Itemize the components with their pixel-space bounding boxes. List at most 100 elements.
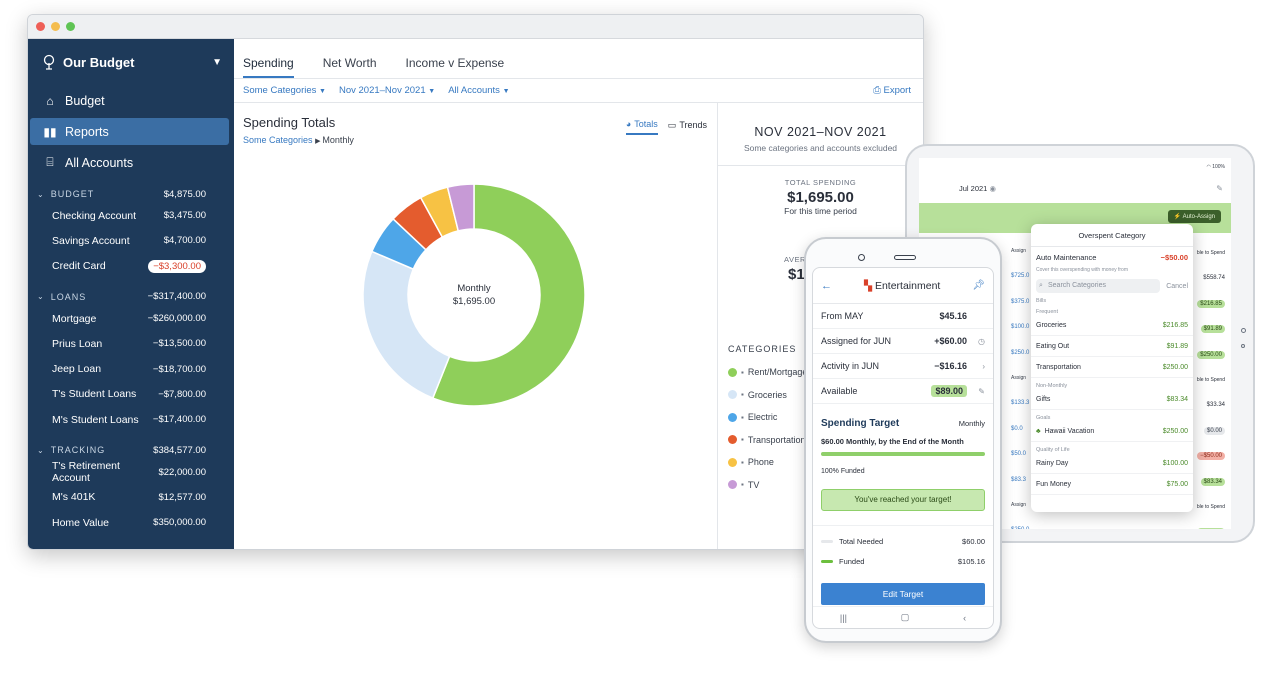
toggle-totals[interactable]: ◕ Totals (625, 119, 658, 135)
accounts-filter[interactable]: All Accounts ▼ (448, 85, 509, 96)
available-cell[interactable]: $250.00 (1197, 350, 1225, 359)
account-row[interactable]: Savings Account $4,700.00 (28, 228, 234, 253)
account-row[interactable]: Checking Account $3,475.00 (28, 203, 234, 228)
account-row[interactable]: T's Retirement Account $22,000.00 (28, 459, 234, 484)
close-window-button[interactable] (36, 22, 45, 31)
cover-category-row[interactable]: ♣ Hawaii Vacation $250.00 (1031, 421, 1193, 442)
cover-category-row[interactable]: Rainy Day $100.00 (1031, 453, 1193, 474)
assigned-cell[interactable]: $133.3 (1011, 400, 1030, 407)
budget-detail-row[interactable]: Available $89.00 ✎ (813, 379, 993, 404)
donut-slice-rent-mortgage[interactable] (431, 183, 586, 407)
nav-budget[interactable]: ⌂ Budget (30, 87, 229, 114)
donut-center-label: Monthly (457, 283, 491, 294)
crumb-some-categories[interactable]: Some Categories (243, 135, 313, 145)
assigned-cell[interactable]: $50.0 (1011, 451, 1027, 458)
account-row[interactable]: Mortgage −$260,000.00 (28, 306, 234, 331)
available-cell[interactable]: $216.85 (1197, 299, 1225, 308)
cover-category-row[interactable]: Eating Out $91.89 (1031, 336, 1193, 357)
edit-icon[interactable]: ✎ (1216, 184, 1223, 193)
budget-detail-row[interactable]: Assigned for JUN +$60.00 ◷ (813, 329, 993, 354)
tab-spending[interactable]: Spending (243, 56, 294, 78)
category-legend-item[interactable]: ▪ TV (728, 480, 759, 490)
edit-icon[interactable]: ✎ (978, 386, 985, 396)
category-legend-item[interactable]: ▪ Transportation (728, 435, 806, 445)
nav-all-accounts[interactable]: ⌸ All Accounts (30, 149, 229, 176)
account-row[interactable]: M's 401K $12,577.00 (28, 485, 234, 510)
cover-category-row[interactable]: Gifts $83.34 (1031, 389, 1193, 410)
account-group-tracking[interactable]: ⌄ TRACKING $384,577.00 (28, 441, 234, 459)
pin-icon[interactable]: 📌︎ (972, 280, 985, 291)
available-cell: $558.74 (1203, 275, 1225, 281)
available-cell[interactable]: $91.89 (1200, 325, 1225, 334)
account-row[interactable]: M's Student Loans −$17,400.00 (28, 407, 234, 432)
available-cell: ble to Spend (1197, 504, 1225, 510)
cover-category-row[interactable]: Fun Money $75.00 (1031, 474, 1193, 495)
assigned-cell[interactable]: $0.0 (1011, 425, 1023, 432)
toggle-trends[interactable]: ▭ Trends (668, 119, 707, 135)
auto-assign-button[interactable]: ⚡ Auto-Assign (1167, 210, 1221, 223)
assigned-cell[interactable]: $250.0 (1011, 527, 1029, 529)
cancel-button[interactable]: Cancel (1166, 282, 1188, 290)
auto-assign-label: Auto-Assign (1182, 214, 1215, 220)
account-row[interactable]: Credit Card −$3,300.00 (28, 254, 234, 279)
camera (858, 254, 865, 261)
categories-filter[interactable]: Some Categories ▼ (243, 85, 326, 96)
back-icon[interactable]: ‹ (963, 612, 967, 623)
search-input[interactable]: Search Categories ⌕ (1036, 279, 1161, 293)
account-row[interactable]: Home Value $350,000.00 (28, 510, 234, 535)
assigned-cell[interactable]: $725.0 (1011, 273, 1030, 280)
available-cell[interactable]: −$50.00 (1197, 452, 1225, 461)
available-cell[interactable]: $83.34 (1200, 477, 1225, 486)
tablet-button (1241, 328, 1246, 333)
tablet-month[interactable]: Jul 2021 ◉ (959, 184, 996, 193)
account-group-loans[interactable]: ⌄ LOANS −$317,400.00 (28, 288, 234, 306)
group-total: $4,875.00 (163, 188, 206, 200)
category-legend-item[interactable]: ▪ Groceries (728, 390, 787, 400)
account-group-budget[interactable]: ⌄ BUDGET $4,875.00 (28, 185, 234, 203)
summary-date-range: NOV 2021–NOV 2021 (754, 125, 887, 139)
category-legend-item[interactable]: ▪ Rent/Mortgage (728, 367, 807, 377)
category-legend-item[interactable]: ▪ Electric (728, 412, 777, 422)
assigned-cell[interactable]: $250.0 (1011, 349, 1030, 356)
account-row[interactable]: Jeep Loan −$18,700.00 (28, 356, 234, 381)
assigned-cell[interactable]: $83.3 (1011, 476, 1027, 483)
edit-target-button[interactable]: Edit Target (821, 583, 985, 605)
account-row[interactable]: T's Student Loans −$7,800.00 (28, 382, 234, 407)
home-icon[interactable]: ▢ (900, 612, 910, 622)
category-legend-item[interactable]: ▪ Phone (728, 457, 774, 467)
back-arrow-icon[interactable]: ← (821, 279, 832, 292)
target-progress-bar (821, 452, 985, 456)
cover-category-row[interactable]: Groceries $216.85 (1031, 315, 1193, 336)
category-rows: From MAY $45.16 Assigned for JUN +$60.00 ◷ Ac… (813, 304, 993, 404)
recent-apps-icon[interactable]: ||| (839, 612, 847, 623)
desktop-window: Our Budget ▼ ⌂ Budget ▮▮ Reports ⌸ All A… (27, 14, 924, 550)
history-icon[interactable]: ◷ (978, 336, 985, 346)
category-group-label: Quality of Life (1036, 447, 1070, 453)
donut-slice-groceries[interactable] (362, 250, 451, 400)
category-name: Fun Money (1036, 480, 1072, 488)
donut-center-value: $1,695.00 (452, 296, 496, 307)
budget-switcher[interactable]: Our Budget ▼ (28, 43, 234, 81)
category-name: Groceries (1036, 321, 1067, 329)
budget-detail-row[interactable]: Activity in JUN −$16.16 › (813, 354, 993, 379)
minimize-window-button[interactable] (51, 22, 60, 31)
available-amount: ble to Spend (1196, 377, 1225, 383)
assigned-cell[interactable]: $100.0 (1011, 324, 1030, 331)
account-row[interactable]: Prius Loan −$13,500.00 (28, 331, 234, 356)
export-button[interactable]: ⎙ Export (873, 85, 911, 96)
maximize-window-button[interactable] (66, 22, 75, 31)
tab-net-worth[interactable]: Net Worth (322, 56, 377, 70)
donut-slice-tv[interactable] (446, 183, 475, 232)
popover-title: Overspent Category (1078, 231, 1146, 240)
date-filter[interactable]: Nov 2021–Nov 2021 ▼ (339, 85, 435, 96)
available-cell[interactable]: $0.00 (1203, 426, 1225, 435)
cover-category-row[interactable]: Transportation $250.00 (1031, 357, 1193, 378)
caret-down-icon: ▼ (319, 88, 326, 95)
spending-target: Spending Target Monthly (813, 404, 993, 429)
assigned-cell[interactable]: $375.0 (1011, 298, 1030, 305)
account-balance: $3,475.00 (163, 210, 206, 222)
chevron-right-icon[interactable]: › (982, 361, 985, 371)
nav-reports[interactable]: ▮▮ Reports (30, 118, 229, 145)
tab-income-v-expense[interactable]: Income v Expense (405, 56, 505, 70)
summary-header: NOV 2021–NOV 2021 Some categories and ac… (718, 103, 923, 153)
